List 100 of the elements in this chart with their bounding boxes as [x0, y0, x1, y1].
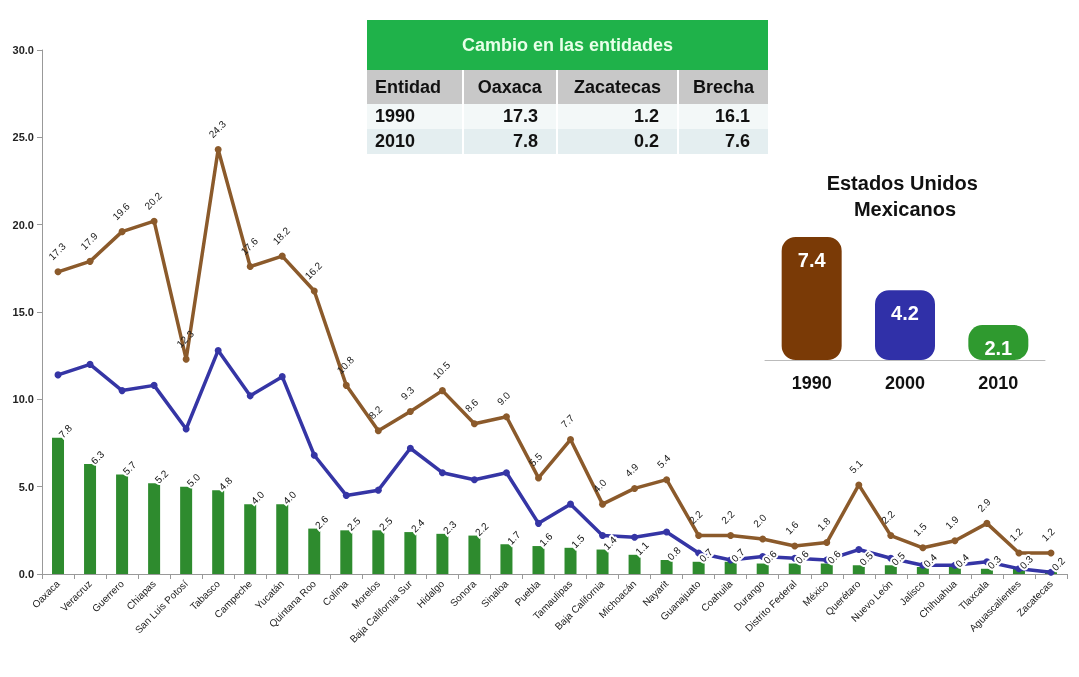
data-label: 1.5 — [569, 532, 587, 551]
point — [695, 532, 703, 540]
point — [470, 476, 478, 484]
point — [310, 287, 318, 295]
data-label: 0.8 — [665, 544, 684, 563]
data-label: 1.5 — [911, 520, 930, 539]
data-label: 1.7 — [505, 528, 523, 547]
data-label: 0.6 — [761, 547, 780, 566]
bar — [84, 463, 97, 574]
point — [663, 528, 671, 536]
data-label: 0.6 — [793, 547, 812, 566]
data-label: 5.7 — [120, 458, 139, 477]
point — [631, 533, 639, 541]
point — [438, 469, 446, 477]
bar — [308, 528, 321, 574]
point — [855, 546, 863, 554]
data-label: 2.4 — [408, 516, 427, 535]
data-label: 2.9 — [975, 495, 994, 514]
data-label: 24.3 — [206, 118, 229, 140]
point — [534, 519, 542, 527]
bar — [212, 490, 225, 574]
point — [86, 257, 94, 265]
data-label: 5.0 — [184, 471, 203, 490]
bar — [852, 565, 865, 574]
data-label: 0.3 — [985, 553, 1004, 572]
data-label: 2.3 — [440, 518, 459, 537]
data-label: 7.4 — [797, 248, 827, 271]
chart-title: Estados Unidos Mexicanos — [826, 172, 984, 220]
data-label: 4.8 — [216, 474, 235, 493]
text: 0.2 — [634, 131, 660, 151]
point — [727, 532, 735, 540]
bar — [52, 437, 65, 574]
point — [118, 387, 126, 395]
data-label: 4.9 — [622, 460, 641, 479]
point — [342, 381, 350, 389]
data-label: 17.6 — [238, 235, 261, 258]
bar — [340, 530, 353, 574]
x-tick-label: 2010 — [978, 373, 1019, 393]
data-label: 9.0 — [494, 389, 513, 408]
category-label: 2010 — [375, 131, 416, 151]
data-label: 9.3 — [398, 384, 417, 402]
data-label: 2.1 — [984, 337, 1013, 360]
data-label: 1.9 — [943, 513, 962, 532]
data-label: 5.2 — [152, 467, 171, 486]
bar — [788, 563, 801, 574]
y-tick-label: 30.0 — [12, 44, 34, 56]
point — [983, 519, 991, 527]
data-label: 5.4 — [654, 452, 673, 471]
data-label: 0.3 — [1017, 553, 1036, 572]
data-label: 17.3 — [46, 240, 69, 263]
data-label: 2.5 — [376, 514, 395, 533]
bar — [532, 546, 545, 574]
bar — [468, 535, 481, 574]
data-label: 5.5 — [526, 450, 545, 469]
bar — [276, 504, 289, 574]
point — [150, 217, 158, 225]
y-tick-label: 20.0 — [12, 218, 34, 231]
category-label: 1990 — [375, 106, 416, 126]
bar — [660, 560, 673, 574]
text: 17.3 — [503, 106, 539, 126]
category-label: Zacatecas — [558, 70, 678, 104]
data-label: 0.5 — [857, 549, 876, 568]
data-label: 6.3 — [88, 448, 107, 467]
point — [534, 474, 542, 482]
bar — [404, 532, 417, 574]
y-tick-label: 25.0 — [12, 131, 34, 144]
data-label: 2.2 — [879, 508, 898, 527]
data-label: 7.7 — [558, 412, 577, 430]
data-label: 2.5 — [344, 514, 363, 533]
data-label: 0.5 — [889, 549, 908, 568]
data-label: 5.1 — [847, 457, 866, 476]
bar — [628, 554, 641, 574]
bar — [564, 547, 577, 574]
point — [631, 484, 639, 492]
data-label: 1.8 — [815, 515, 834, 533]
bar — [244, 504, 257, 574]
point — [951, 537, 959, 545]
data-label: 1.2 — [1039, 525, 1058, 544]
bar — [436, 533, 449, 574]
data-label: 0.2 — [1049, 554, 1068, 573]
point — [502, 469, 510, 477]
data-label: 0.7 — [697, 546, 716, 565]
point — [182, 355, 190, 363]
data-label: 1.6 — [783, 518, 801, 537]
category-label: Brecha — [679, 70, 768, 104]
data-label: 7.8 — [56, 422, 75, 441]
point — [438, 387, 446, 395]
point — [406, 444, 414, 452]
text: 7.8 — [513, 131, 539, 151]
point — [406, 408, 414, 416]
data-label: 4.0 — [248, 488, 267, 507]
point — [86, 360, 94, 368]
point — [567, 436, 575, 443]
bar — [180, 486, 193, 574]
data-label: 1.1 — [633, 539, 652, 558]
bar — [884, 565, 897, 574]
bar — [692, 561, 705, 574]
point — [759, 535, 767, 543]
point — [374, 427, 382, 435]
data-label: 4.0 — [280, 488, 299, 507]
